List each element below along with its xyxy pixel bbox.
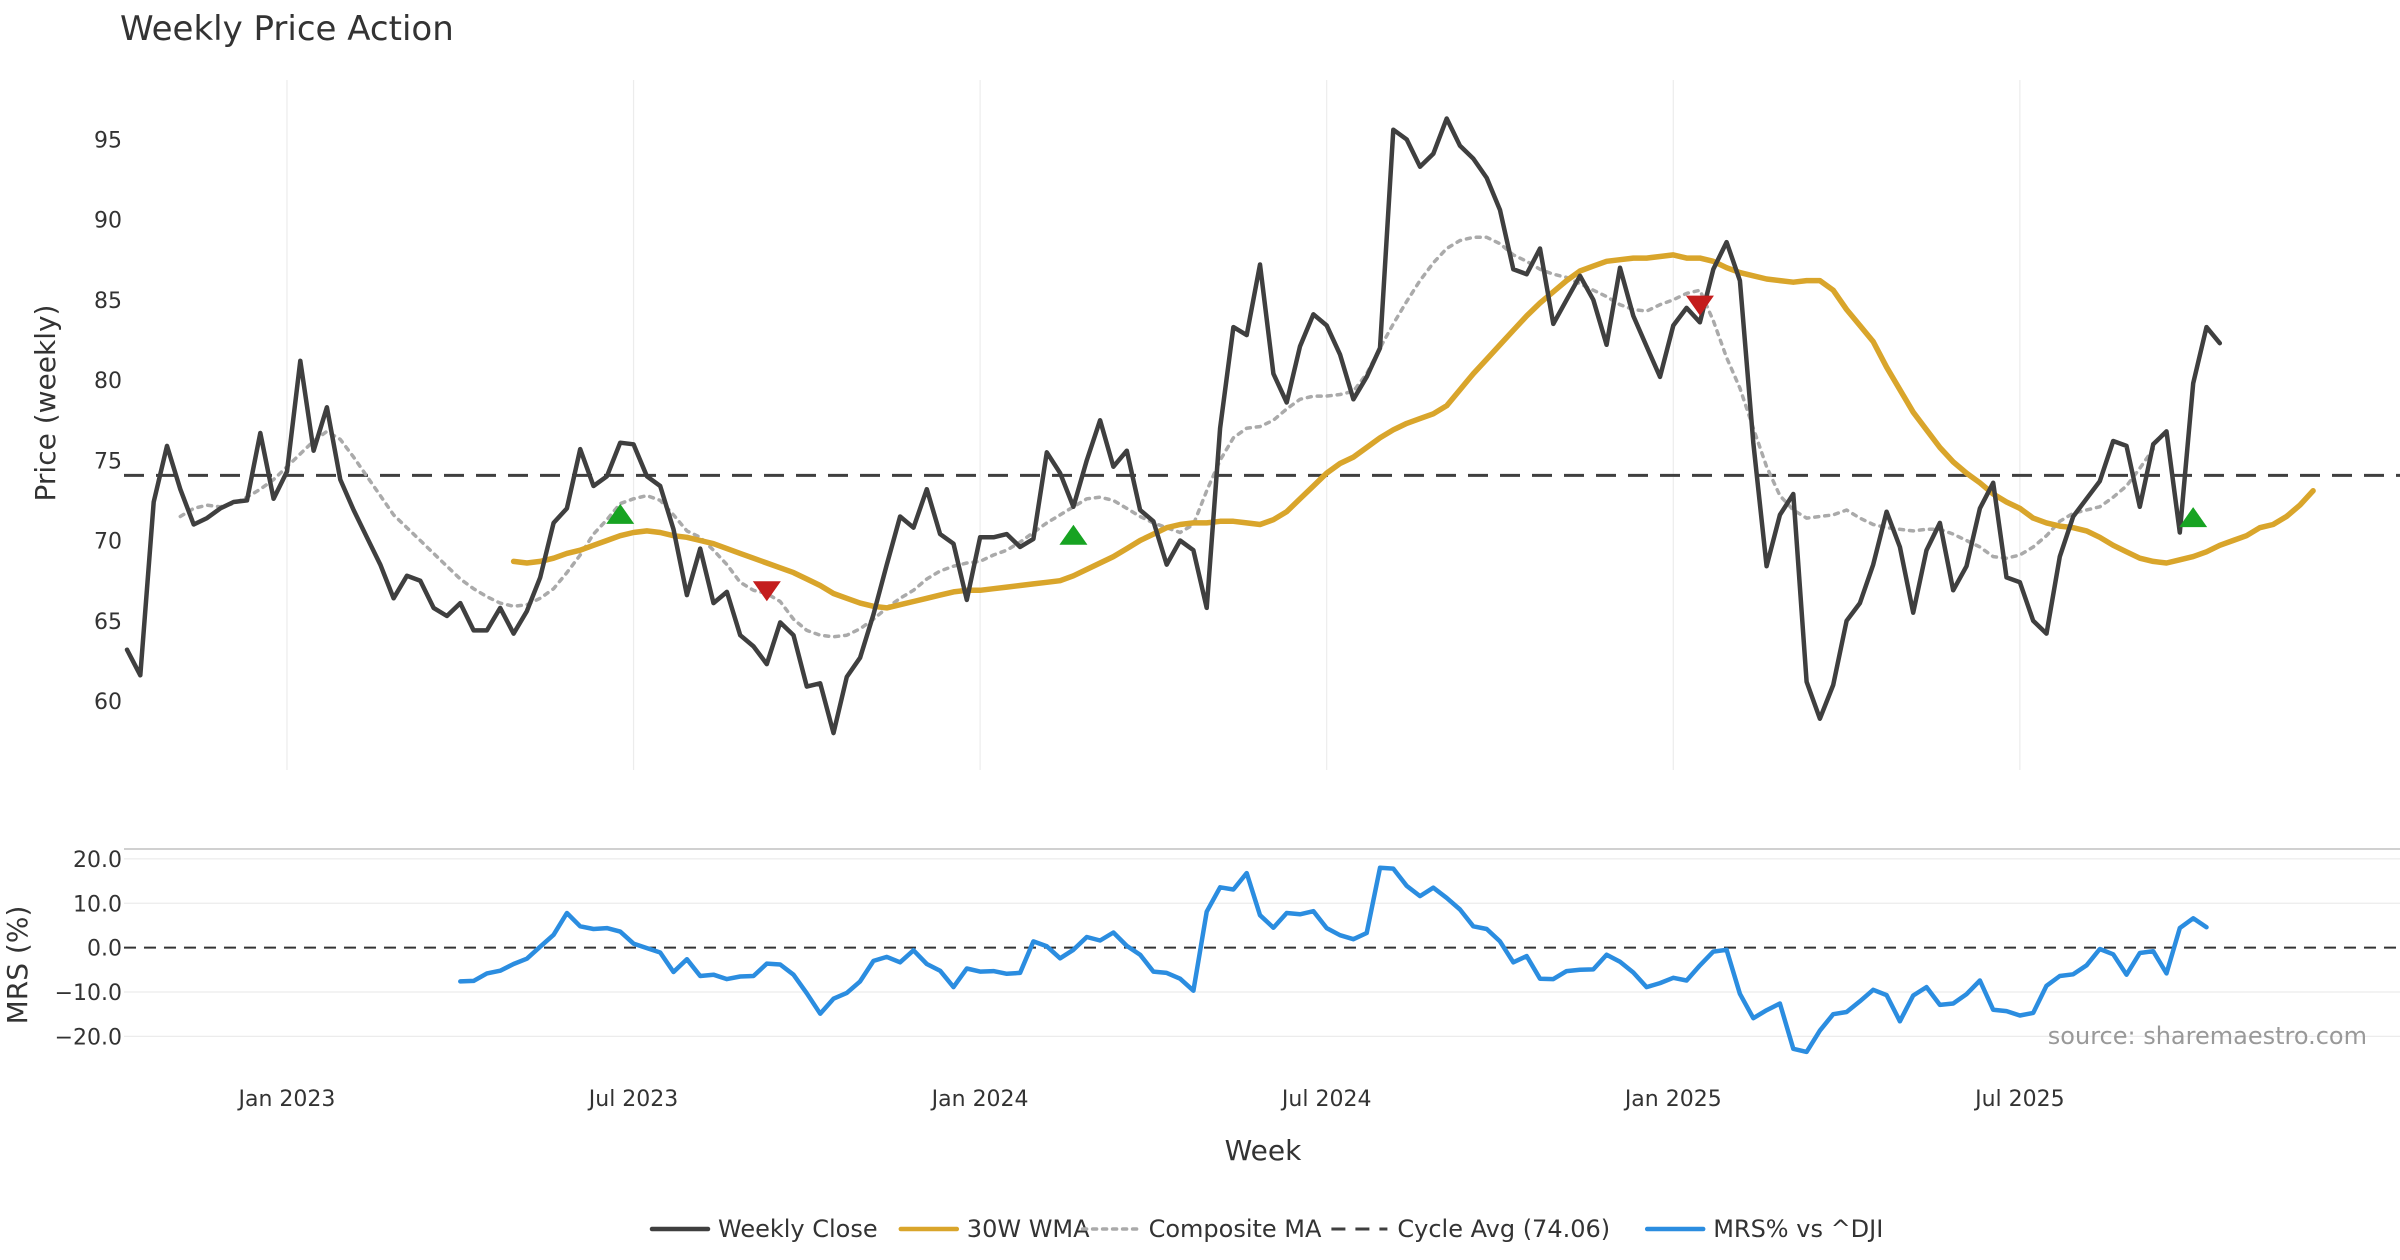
chart-title: Weekly Price Action <box>120 9 454 49</box>
price-y-tick-label: 65 <box>94 610 122 635</box>
price-y-tick-label: 60 <box>94 690 122 715</box>
x-tick-label: Jan 2025 <box>1623 1087 1722 1112</box>
x-tick-label: Jan 2023 <box>237 1087 336 1112</box>
legend-label: Weekly Close <box>718 1215 878 1243</box>
composite-ma-line <box>178 235 2155 639</box>
buy-signal-marker <box>606 503 635 524</box>
legend-label: 30W WMA <box>967 1215 1090 1243</box>
mrs-y-tick-label: −20.0 <box>55 1025 122 1050</box>
price-y-tick-label: 90 <box>94 209 122 234</box>
price-axis-title: Price (weekly) <box>29 305 62 502</box>
x-axis-title: Week <box>1225 1134 1302 1167</box>
buy-signal-marker <box>1059 524 1088 545</box>
30w-wma-line <box>510 252 2316 611</box>
mrs-y-tick-label: 10.0 <box>73 892 122 917</box>
legend-label: Composite MA <box>1149 1215 1322 1243</box>
price-y-tick-label: 85 <box>94 289 122 314</box>
series-layer <box>124 116 2400 1055</box>
price-y-tick-label: 95 <box>94 128 122 153</box>
grid-layer <box>124 80 2400 1037</box>
legend-label: Cycle Avg (74.06) <box>1397 1215 1610 1243</box>
mrs-y-tick-label: 20.0 <box>73 848 122 873</box>
source-note: source: sharemaestro.com <box>2048 1022 2367 1050</box>
mrs-y-tick-label: −10.0 <box>55 981 122 1006</box>
x-tick-label: Jan 2024 <box>930 1087 1029 1112</box>
sell-signal-marker <box>1685 295 1714 316</box>
mrs-axis-title: MRS (%) <box>1 906 34 1025</box>
signal-markers <box>606 295 2208 602</box>
price-y-tick-label: 70 <box>94 530 122 555</box>
x-tick-label: Jul 2024 <box>1280 1087 1372 1112</box>
legend: Weekly Close 30W WMA Composite MA Cycle Avg… <box>649 1215 1883 1243</box>
price-y-tick-label: 75 <box>94 449 122 474</box>
weekly-close-line <box>124 116 2223 736</box>
x-tick-label: Jul 2023 <box>587 1087 679 1112</box>
x-tick-label: Jul 2025 <box>1973 1087 2065 1112</box>
axes-layer: 60 65 70 75 80 85 90 95 20.0 10.0 0.0 −10.0 −20.0 Jan… <box>55 128 2065 1112</box>
mrs-y-tick-label: 0.0 <box>87 937 122 962</box>
price-y-tick-label: 80 <box>94 369 122 394</box>
mrs-line <box>458 865 2209 1055</box>
buy-signal-marker <box>2179 507 2208 528</box>
legend-label: MRS% vs ^DJI <box>1713 1215 1883 1243</box>
sell-signal-marker <box>752 581 781 602</box>
